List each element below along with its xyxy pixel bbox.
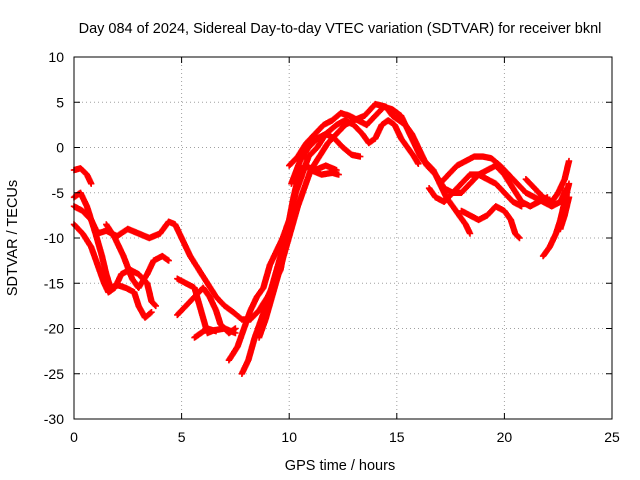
series-track-13 (288, 130, 364, 187)
x-tick-label: 20 (497, 429, 513, 445)
plot-area (70, 100, 573, 377)
y-tick-label: -10 (44, 230, 64, 246)
series-track-18 (522, 157, 573, 205)
series-track-12 (286, 103, 551, 210)
y-tick-label: 0 (56, 140, 64, 156)
data-point-markers (286, 103, 551, 210)
x-axis: 0 5 10 15 20 25 (70, 57, 620, 445)
data-point-markers (557, 194, 573, 233)
data-point-markers (288, 130, 364, 187)
data-point-markers (522, 157, 573, 205)
y-tick-label: -30 (44, 411, 64, 427)
series-track-20 (557, 194, 573, 233)
y-tick-label: -15 (44, 275, 64, 291)
series-track-17 (458, 203, 523, 242)
x-tick-label: 5 (178, 429, 186, 445)
data-point-markers (307, 166, 342, 178)
data-point-markers (458, 203, 523, 242)
x-axis-label: GPS time / hours (285, 458, 395, 474)
data-point-markers (191, 325, 220, 341)
series-track-5 (103, 221, 172, 291)
x-tick-label: 15 (389, 429, 405, 445)
series-track-15 (425, 171, 525, 210)
series-track-16 (436, 153, 570, 210)
data-point-markers (436, 153, 570, 210)
y-tick-label: -25 (44, 366, 64, 382)
y-tick-label: -20 (44, 321, 64, 337)
y-axis: -30 -25 -20 -15 -10 -5 0 5 10 (44, 49, 612, 427)
data-point-markers (103, 221, 172, 291)
y-tick-label: 5 (56, 94, 64, 110)
y-tick-label: -5 (52, 185, 65, 201)
data-point-markers (425, 171, 525, 210)
x-tick-label: 0 (70, 429, 78, 445)
data-point-markers (238, 117, 422, 377)
series-track-10 (238, 117, 422, 377)
x-tick-label: 10 (281, 429, 297, 445)
series-track-14 (307, 166, 342, 178)
y-tick-label: 10 (48, 49, 64, 65)
series-track-8 (191, 325, 220, 341)
chart-title: Day 084 of 2024, Sidereal Day-to-day VTE… (79, 21, 602, 37)
y-axis-label: SDTVAR / TECUs (5, 180, 21, 296)
x-tick-label: 25 (604, 429, 620, 445)
